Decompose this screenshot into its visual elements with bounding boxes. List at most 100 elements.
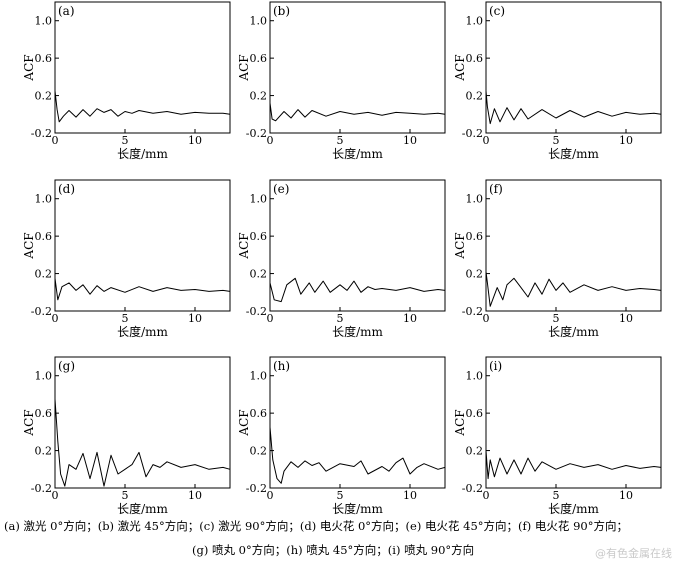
x-axis-label: 长度/mm [548,324,599,339]
y-tick-label: 0.2 [466,90,484,103]
x-tick-label: 0 [52,134,59,147]
y-tick-label: 1.0 [35,193,53,206]
y-tick-label: 1.0 [466,193,484,206]
x-axis-label: 长度/mm [117,501,168,515]
plot-frame [485,179,662,312]
panel-label: (a) [58,4,75,18]
x-axis-label: 长度/mm [117,146,168,161]
x-tick-label: 5 [337,134,344,147]
x-tick-label: 5 [122,489,129,502]
y-axis-label: ACF [453,232,467,259]
acf-series-line [54,399,231,487]
figure-caption-line-2: (g) 喷丸 0°方向；(h) 喷丸 45°方向；(i) 喷丸 90°方向 [192,543,475,557]
plot-frame [54,1,231,134]
x-tick-label: 0 [483,134,490,147]
y-tick-label: 0.2 [35,268,53,281]
y-tick-label: 0.6 [250,407,268,420]
y-tick-label: 1.0 [250,370,268,383]
plot-frame [485,356,662,489]
y-tick-label: -0.2 [462,305,483,318]
panel-label: (b) [273,4,290,18]
y-tick-label: 0.6 [466,52,484,65]
plot-frame [269,1,446,134]
y-tick-label: 0.2 [466,268,484,281]
x-tick-label: 5 [553,489,560,502]
y-axis-label: ACF [237,232,251,259]
y-tick-label: 1.0 [35,15,53,28]
y-tick-label: 0.2 [250,445,268,458]
x-tick-label: 5 [122,134,129,147]
y-axis-label: ACF [453,409,467,436]
x-tick-label: 5 [337,312,344,325]
watermark: @有色金属在线 [595,547,672,560]
acf-series-line [54,90,231,123]
y-axis-label: ACF [22,232,36,259]
acf-series-line [485,271,662,307]
x-axis-label: 长度/mm [117,324,168,339]
x-tick-label: 10 [188,489,202,502]
y-tick-label: 0.2 [35,90,53,103]
x-tick-label: 0 [52,312,59,325]
panel-label: (i) [489,359,502,373]
x-tick-label: 5 [337,489,344,502]
y-tick-label: 0.6 [35,52,53,65]
x-tick-label: 10 [403,134,417,147]
plot-frame [485,1,662,134]
y-tick-label: 0.2 [250,90,268,103]
figure-caption-line-1: (a) 激光 0°方向；(b) 激光 45°方向；(c) 激光 90°方向；(d… [4,519,628,533]
x-axis-label: 长度/mm [548,146,599,161]
x-tick-label: 0 [52,489,59,502]
y-tick-label: -0.2 [31,305,52,318]
panel-label: (g) [58,359,75,373]
x-tick-label: 10 [403,312,417,325]
x-axis-label: 长度/mm [548,501,599,515]
y-tick-label: -0.2 [246,127,267,140]
panel-label: (e) [273,182,289,196]
y-tick-label: -0.2 [246,305,267,318]
x-tick-label: 5 [553,312,560,325]
acf-series-line [269,277,446,303]
acf-series-line [269,103,446,122]
y-tick-label: 0.2 [250,268,268,281]
y-tick-label: 0.6 [35,230,53,243]
x-tick-label: 10 [403,489,417,502]
y-axis-label: ACF [453,54,467,81]
y-tick-label: 1.0 [35,370,53,383]
x-axis-label: 长度/mm [332,324,383,339]
y-tick-label: -0.2 [31,482,52,495]
x-tick-label: 10 [619,489,633,502]
x-tick-label: 0 [483,312,490,325]
y-tick-label: 0.6 [250,52,268,65]
x-axis-label: 长度/mm [332,146,383,161]
x-axis-label: 长度/mm [332,501,383,515]
y-tick-label: -0.2 [246,482,267,495]
plot-frame [269,356,446,489]
acf-series-line [485,90,662,125]
x-tick-label: 10 [188,134,202,147]
panel-label: (c) [489,4,505,18]
x-tick-label: 10 [619,134,633,147]
x-tick-label: 10 [619,312,633,325]
x-tick-label: 0 [267,312,274,325]
panel-label: (f) [489,182,503,196]
y-axis-label: ACF [237,409,251,436]
acf-series-line [54,278,231,301]
y-tick-label: 0.6 [466,230,484,243]
x-tick-label: 0 [267,489,274,502]
panel-label: (h) [273,359,290,373]
y-axis-label: ACF [22,54,36,81]
y-tick-label: 1.0 [250,193,268,206]
y-tick-label: -0.2 [462,127,483,140]
y-tick-label: 0.6 [250,230,268,243]
y-tick-label: 0.2 [466,445,484,458]
plot-frame [54,356,231,489]
plot-frame [269,179,446,312]
y-tick-label: -0.2 [31,127,52,140]
acf-chart-grid: 0 5 10 -0.2 0.2 0.6 1.0 (a) 长度/mm ACF 0 5 10 -0.2 0.2 0… [22,1,662,515]
y-tick-label: 0.6 [35,407,53,420]
y-tick-label: 1.0 [250,15,268,28]
y-tick-label: 1.0 [466,370,484,383]
y-tick-label: 1.0 [466,15,484,28]
acf-series-line [485,450,662,480]
acf-series-line [269,427,446,484]
